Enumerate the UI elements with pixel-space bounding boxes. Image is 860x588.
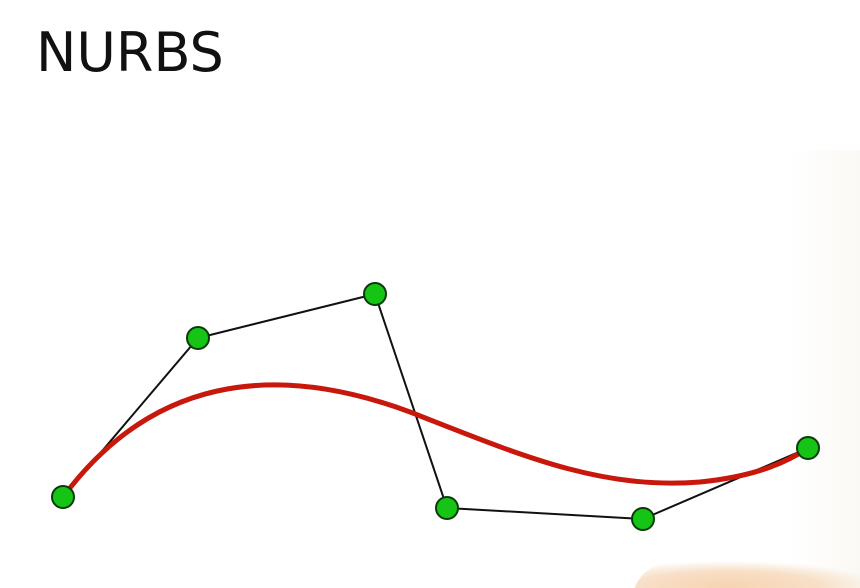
polygon-segment: [374, 293, 448, 509]
control-point-p3[interactable]: [435, 496, 459, 520]
control-point-p4[interactable]: [631, 507, 655, 531]
polygon-segment: [446, 507, 644, 520]
presenter-hand: [632, 562, 860, 588]
polygon-segment: [197, 293, 376, 339]
nurbs-curve: [60, 382, 811, 500]
polygon-segment: [642, 447, 809, 520]
control-point-p0[interactable]: [51, 485, 75, 509]
control-point-p2[interactable]: [363, 282, 387, 306]
background-haze: [790, 150, 860, 588]
control-points: [51, 282, 820, 531]
slide-title: NURBS: [36, 21, 224, 84]
control-point-p5[interactable]: [796, 436, 820, 460]
control-point-p1[interactable]: [186, 326, 210, 350]
